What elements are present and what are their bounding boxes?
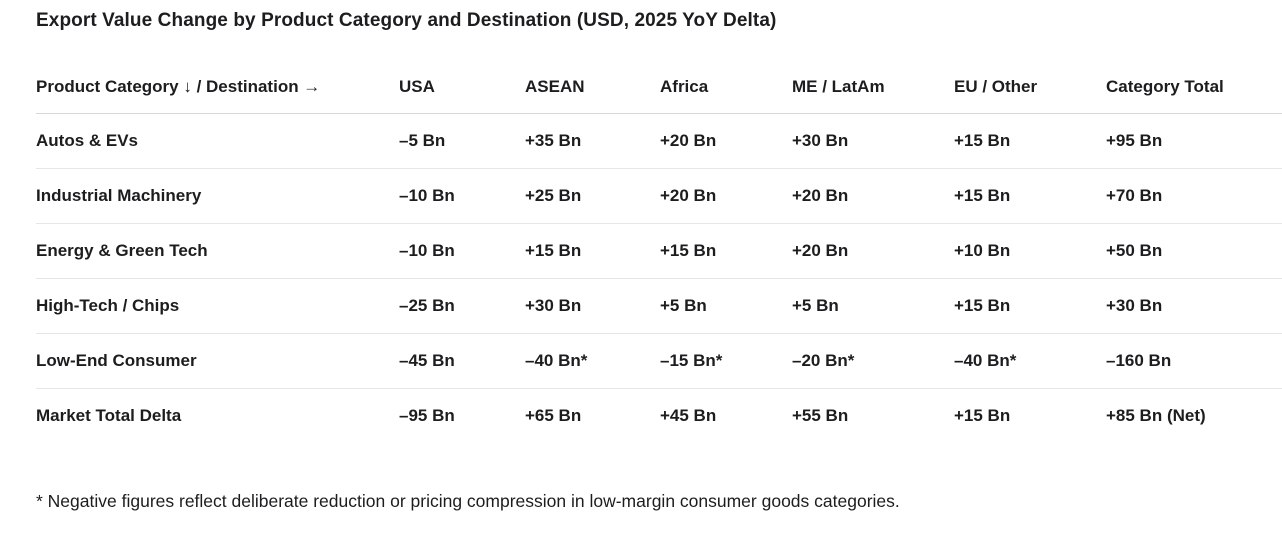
cell-category-total: +30 Bn xyxy=(1106,278,1282,334)
header-africa: Africa xyxy=(660,61,792,114)
cell-eu-other: +15 Bn xyxy=(954,113,1106,169)
row-label: Industrial Machinery xyxy=(36,168,399,224)
header-me-latam: ME / LatAm xyxy=(792,61,954,114)
cell-me-latam: +30 Bn xyxy=(792,113,954,169)
cell-usa: –25 Bn xyxy=(399,278,525,334)
cell-africa: +20 Bn xyxy=(660,168,792,224)
cell-category-total: +50 Bn xyxy=(1106,223,1282,279)
cell-eu-other: +15 Bn xyxy=(954,406,1011,425)
header-eu-other: EU / Other xyxy=(954,61,1106,114)
table-row: Industrial Machinery –10 Bn +25 Bn +20 B… xyxy=(36,168,1282,224)
cell-me-latam: –20 Bn* xyxy=(792,333,954,389)
cell-africa: +5 Bn xyxy=(660,278,792,334)
cell-usa: –5 Bn xyxy=(399,113,525,169)
cell-me-latam: +5 Bn xyxy=(792,278,954,334)
row-label: Autos & EVs xyxy=(36,113,399,169)
cell-asean: +25 Bn xyxy=(525,168,660,224)
footnote: * Negative figures reflect deliberate re… xyxy=(36,491,900,511)
cell-eu-other: –40 Bn* xyxy=(954,333,1106,389)
cell-asean: +35 Bn xyxy=(525,113,660,169)
cell-usa: –10 Bn xyxy=(399,223,525,279)
header-category-total: Category Total xyxy=(1106,61,1282,114)
cell-asean: –40 Bn* xyxy=(525,333,660,389)
cell-eu-other: +10 Bn xyxy=(954,223,1106,279)
cell-category-total: +95 Bn xyxy=(1106,113,1282,169)
page-title: Export Value Change by Product Category … xyxy=(36,10,777,31)
cell-africa: +15 Bn xyxy=(660,223,792,279)
table-row: Low-End Consumer –45 Bn –40 Bn* –15 Bn* … xyxy=(36,333,1282,389)
cell-me-latam: +20 Bn xyxy=(792,223,954,279)
cell-me-latam: +20 Bn xyxy=(792,168,954,224)
cell-eu-other: +15 Bn xyxy=(954,168,1106,224)
row-label: High-Tech / Chips xyxy=(36,278,399,334)
cell-africa: +20 Bn xyxy=(660,113,792,169)
cell-africa: –15 Bn* xyxy=(660,333,792,389)
cell-me-latam: +55 Bn xyxy=(792,406,849,425)
cell-category-total: –160 Bn xyxy=(1106,333,1282,389)
cell-usa: –45 Bn xyxy=(399,333,525,389)
row-label: Market Total Delta xyxy=(36,406,182,425)
cell-eu-other: +15 Bn xyxy=(954,278,1106,334)
row-label: Energy & Green Tech xyxy=(36,223,399,279)
cell-usa: –95 Bn xyxy=(399,406,455,425)
cell-asean: +30 Bn xyxy=(525,278,660,334)
header-usa: USA xyxy=(399,61,525,114)
cell-asean: +15 Bn xyxy=(525,223,660,279)
cell-africa: +45 Bn xyxy=(660,406,717,425)
cell-category-total: +85 Bn (Net) xyxy=(1106,406,1206,425)
cell-asean: +65 Bn xyxy=(525,406,582,425)
header-asean: ASEAN xyxy=(525,61,660,114)
table-row: High-Tech / Chips –25 Bn +30 Bn +5 Bn +5… xyxy=(36,278,1282,334)
cell-category-total: +70 Bn xyxy=(1106,168,1282,224)
cell-usa: –10 Bn xyxy=(399,168,525,224)
table-row: Autos & EVs –5 Bn +35 Bn +20 Bn +30 Bn +… xyxy=(36,113,1282,169)
table-row: Energy & Green Tech –10 Bn +15 Bn +15 Bn… xyxy=(36,223,1282,279)
export-delta-table: Product Category ↓ / Destination → USA A… xyxy=(36,61,1282,443)
table-row: Market Total Delta –95 Bn +65 Bn +45 Bn … xyxy=(36,389,1282,444)
row-label: Low-End Consumer xyxy=(36,333,399,389)
table-header-row: Product Category ↓ / Destination → USA A… xyxy=(36,61,1282,114)
header-category-destination: Product Category ↓ / Destination → xyxy=(36,61,399,114)
